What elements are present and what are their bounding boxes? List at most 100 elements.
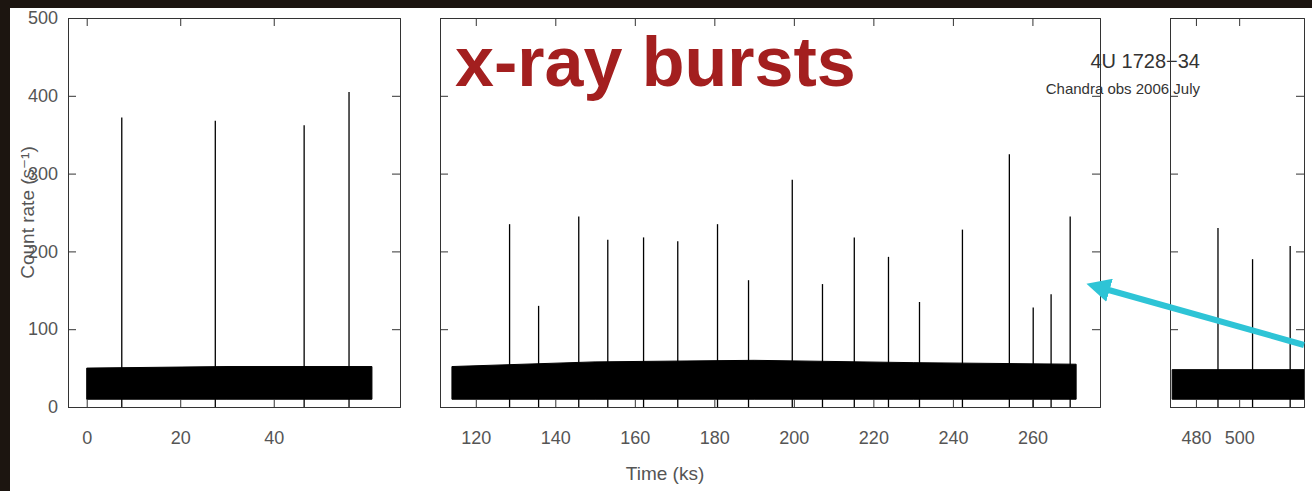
- y-axis-right: [1092, 19, 1101, 408]
- tick: 220: [859, 399, 889, 448]
- tick-mark: [1092, 407, 1100, 408]
- burst: [215, 121, 216, 407]
- persistent-band: [1172, 370, 1304, 400]
- tick-mark: [1296, 96, 1304, 97]
- burst: [854, 237, 855, 407]
- tick: [1092, 251, 1100, 252]
- x-axis-title: Time (ks): [626, 463, 704, 484]
- tick-mark: [476, 399, 477, 407]
- tick: 260: [1018, 399, 1048, 448]
- tick-mark: [555, 399, 556, 407]
- y-axis-right: [392, 19, 401, 408]
- burst: [1217, 228, 1218, 407]
- tick: 20: [171, 399, 191, 448]
- tick: [87, 18, 88, 26]
- tick: 0: [82, 399, 92, 448]
- tick-mark: [440, 18, 448, 19]
- tick-mark: [1239, 399, 1240, 407]
- tick-mark: [440, 407, 448, 408]
- tick-mark: [440, 96, 448, 97]
- tick-mark: [68, 18, 76, 19]
- tick-mark: [1170, 18, 1178, 19]
- tick: [1092, 329, 1100, 330]
- tick: [1170, 407, 1178, 408]
- tick: [392, 96, 400, 97]
- tick-label: 200: [779, 428, 809, 448]
- y-axis-right: [1296, 19, 1305, 408]
- burst: [1070, 216, 1071, 407]
- tick: [440, 329, 448, 330]
- tick-mark: [873, 18, 874, 26]
- tick-mark: [180, 18, 181, 26]
- axis-line: [69, 19, 77, 408]
- tick: [274, 18, 275, 26]
- tick-mark: [1239, 18, 1240, 26]
- axis-line: [1171, 19, 1179, 408]
- tick-mark: [1032, 399, 1033, 407]
- backdrop: [0, 0, 1312, 491]
- tick: 0: [48, 397, 76, 417]
- tick: [1296, 251, 1304, 252]
- tick-mark: [440, 174, 448, 175]
- tick-label: 100: [28, 319, 58, 339]
- tick: 200: [779, 399, 809, 448]
- tick-mark: [1296, 18, 1304, 19]
- tick-mark: [714, 399, 715, 407]
- tick: [1170, 174, 1178, 175]
- axis-line: [69, 399, 401, 408]
- tick-label: 500: [28, 8, 58, 28]
- tick: 500: [1225, 399, 1255, 448]
- tick-mark: [1092, 251, 1100, 252]
- tick-label: 220: [859, 428, 889, 448]
- burst: [888, 257, 889, 407]
- tick-mark: [87, 399, 88, 407]
- tick-mark: [392, 174, 400, 175]
- title: x-ray bursts: [455, 23, 856, 101]
- axis-line: [1171, 399, 1305, 408]
- tick-mark: [68, 329, 76, 330]
- tick: [1296, 407, 1304, 408]
- panel-data: [1172, 228, 1304, 407]
- tick-mark: [440, 251, 448, 252]
- tick-label: 0: [82, 428, 92, 448]
- tick: [1092, 18, 1100, 19]
- burst: [1050, 294, 1051, 407]
- burst: [792, 180, 793, 407]
- tick-label: 240: [938, 428, 968, 448]
- tick-mark: [68, 174, 76, 175]
- tick-label: 140: [541, 428, 571, 448]
- tick-label: 20: [171, 428, 191, 448]
- burst: [962, 230, 963, 407]
- tick-mark: [1170, 407, 1178, 408]
- tick-label: 40: [264, 428, 284, 448]
- tick: [440, 251, 448, 252]
- x-axis-bottom: 480500: [1171, 399, 1305, 448]
- tick-label: 500: [1225, 428, 1255, 448]
- annotation: 4U 1728−34: [1090, 50, 1200, 72]
- persistent-band: [452, 360, 1076, 399]
- tick-mark: [1092, 18, 1100, 19]
- tick: [392, 407, 400, 408]
- panel-data: [452, 154, 1076, 407]
- tick: 180: [700, 399, 730, 448]
- axis-line: [1296, 19, 1305, 408]
- axis-line: [69, 19, 401, 27]
- tick: [1296, 18, 1304, 19]
- tick: [440, 407, 448, 408]
- tick: [953, 18, 954, 26]
- tick-mark: [1196, 18, 1197, 26]
- tick-mark: [274, 399, 275, 407]
- tick-mark: [392, 251, 400, 252]
- tick: [180, 18, 181, 26]
- tick: 240: [938, 399, 968, 448]
- axis-line: [1171, 19, 1305, 27]
- axis-line: [441, 399, 1101, 408]
- tick-mark: [794, 399, 795, 407]
- burst: [677, 241, 678, 407]
- tick: [873, 18, 874, 26]
- tick: 120: [461, 399, 491, 448]
- tick-label: 120: [461, 428, 491, 448]
- tick: [1032, 18, 1033, 26]
- burst: [538, 306, 539, 407]
- chart: 020400100200300400500Count rate (s⁻¹)120…: [0, 0, 1312, 491]
